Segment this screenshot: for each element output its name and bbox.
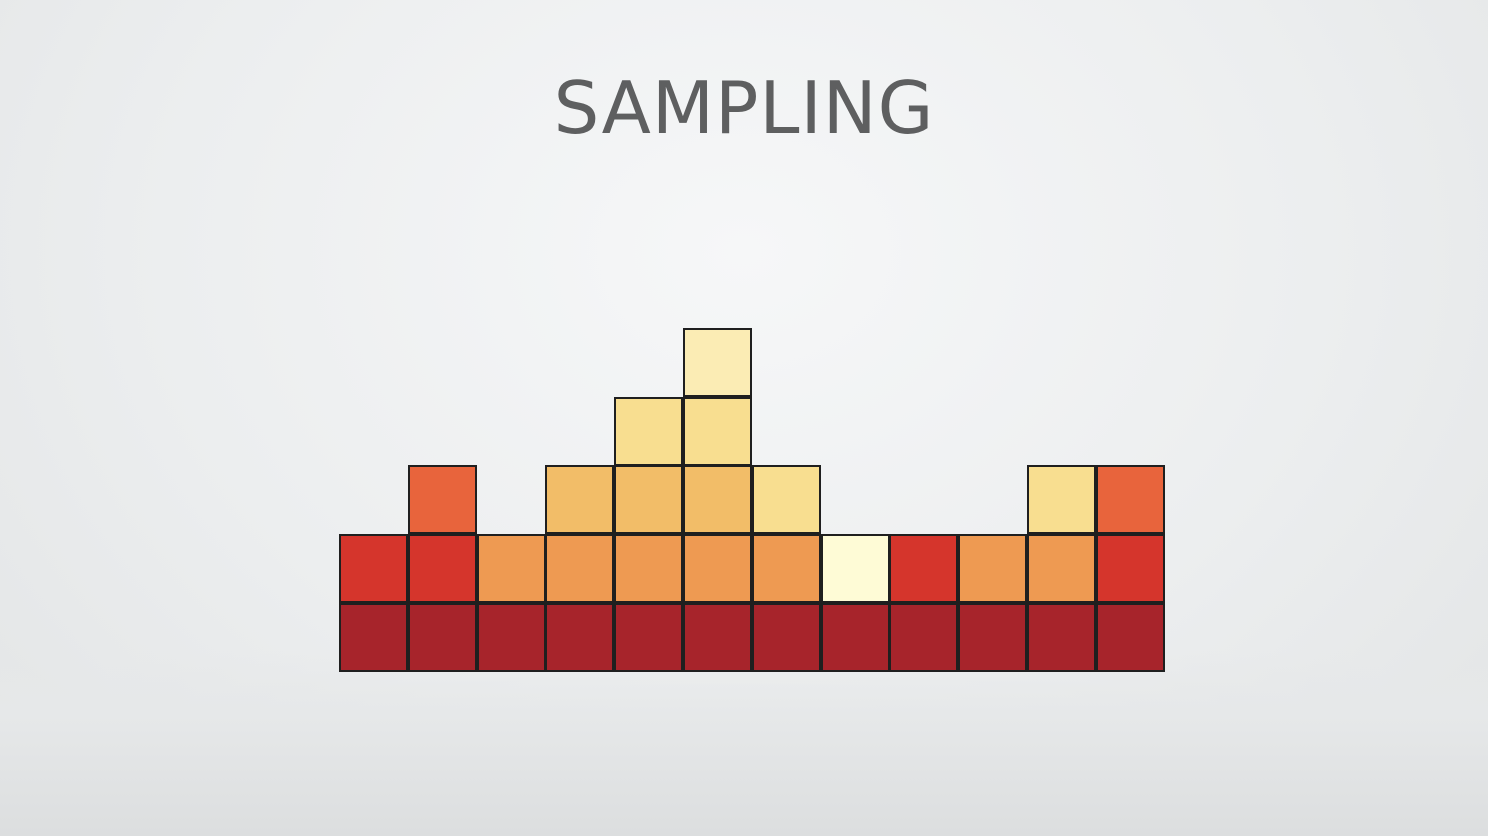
block-col-7-row-1 <box>751 603 821 672</box>
block-col-4-row-1 <box>545 603 615 672</box>
block-col-2-row-3 <box>407 465 477 535</box>
block-col-2-row-1 <box>407 603 477 672</box>
block-col-1-row-1 <box>339 603 408 672</box>
block-col-2-row-2 <box>407 534 477 604</box>
floor-shadow <box>0 650 1488 836</box>
block-col-6-row-1 <box>683 603 752 672</box>
block-col-9-row-2 <box>889 534 959 604</box>
page-title: SAMPLING <box>553 66 935 150</box>
block-col-5-row-3 <box>614 465 684 535</box>
block-col-11-row-1 <box>1027 603 1096 672</box>
block-col-4-row-2 <box>545 534 615 604</box>
block-col-6-row-3 <box>683 465 752 535</box>
block-col-8-row-2 <box>820 534 890 604</box>
block-col-9-row-1 <box>889 603 959 672</box>
block-col-6-row-4 <box>683 396 752 466</box>
block-col-3-row-2 <box>476 534 546 604</box>
block-col-10-row-2 <box>958 534 1028 604</box>
block-col-7-row-3 <box>751 465 821 535</box>
block-col-5-row-4 <box>614 396 684 466</box>
block-col-11-row-2 <box>1027 534 1096 604</box>
block-col-5-row-2 <box>614 534 684 604</box>
block-col-12-row-2 <box>1095 534 1165 604</box>
block-col-1-row-2 <box>339 534 408 604</box>
block-col-11-row-3 <box>1027 465 1096 535</box>
block-col-12-row-3 <box>1095 465 1165 535</box>
block-col-6-row-2 <box>683 534 752 604</box>
block-col-5-row-1 <box>614 603 684 672</box>
block-col-8-row-1 <box>820 603 890 672</box>
block-col-10-row-1 <box>958 603 1028 672</box>
block-col-3-row-1 <box>476 603 546 672</box>
block-col-4-row-3 <box>545 465 615 535</box>
block-col-6-row-5 <box>683 327 752 397</box>
block-col-7-row-2 <box>751 534 821 604</box>
block-col-12-row-1 <box>1095 603 1165 672</box>
